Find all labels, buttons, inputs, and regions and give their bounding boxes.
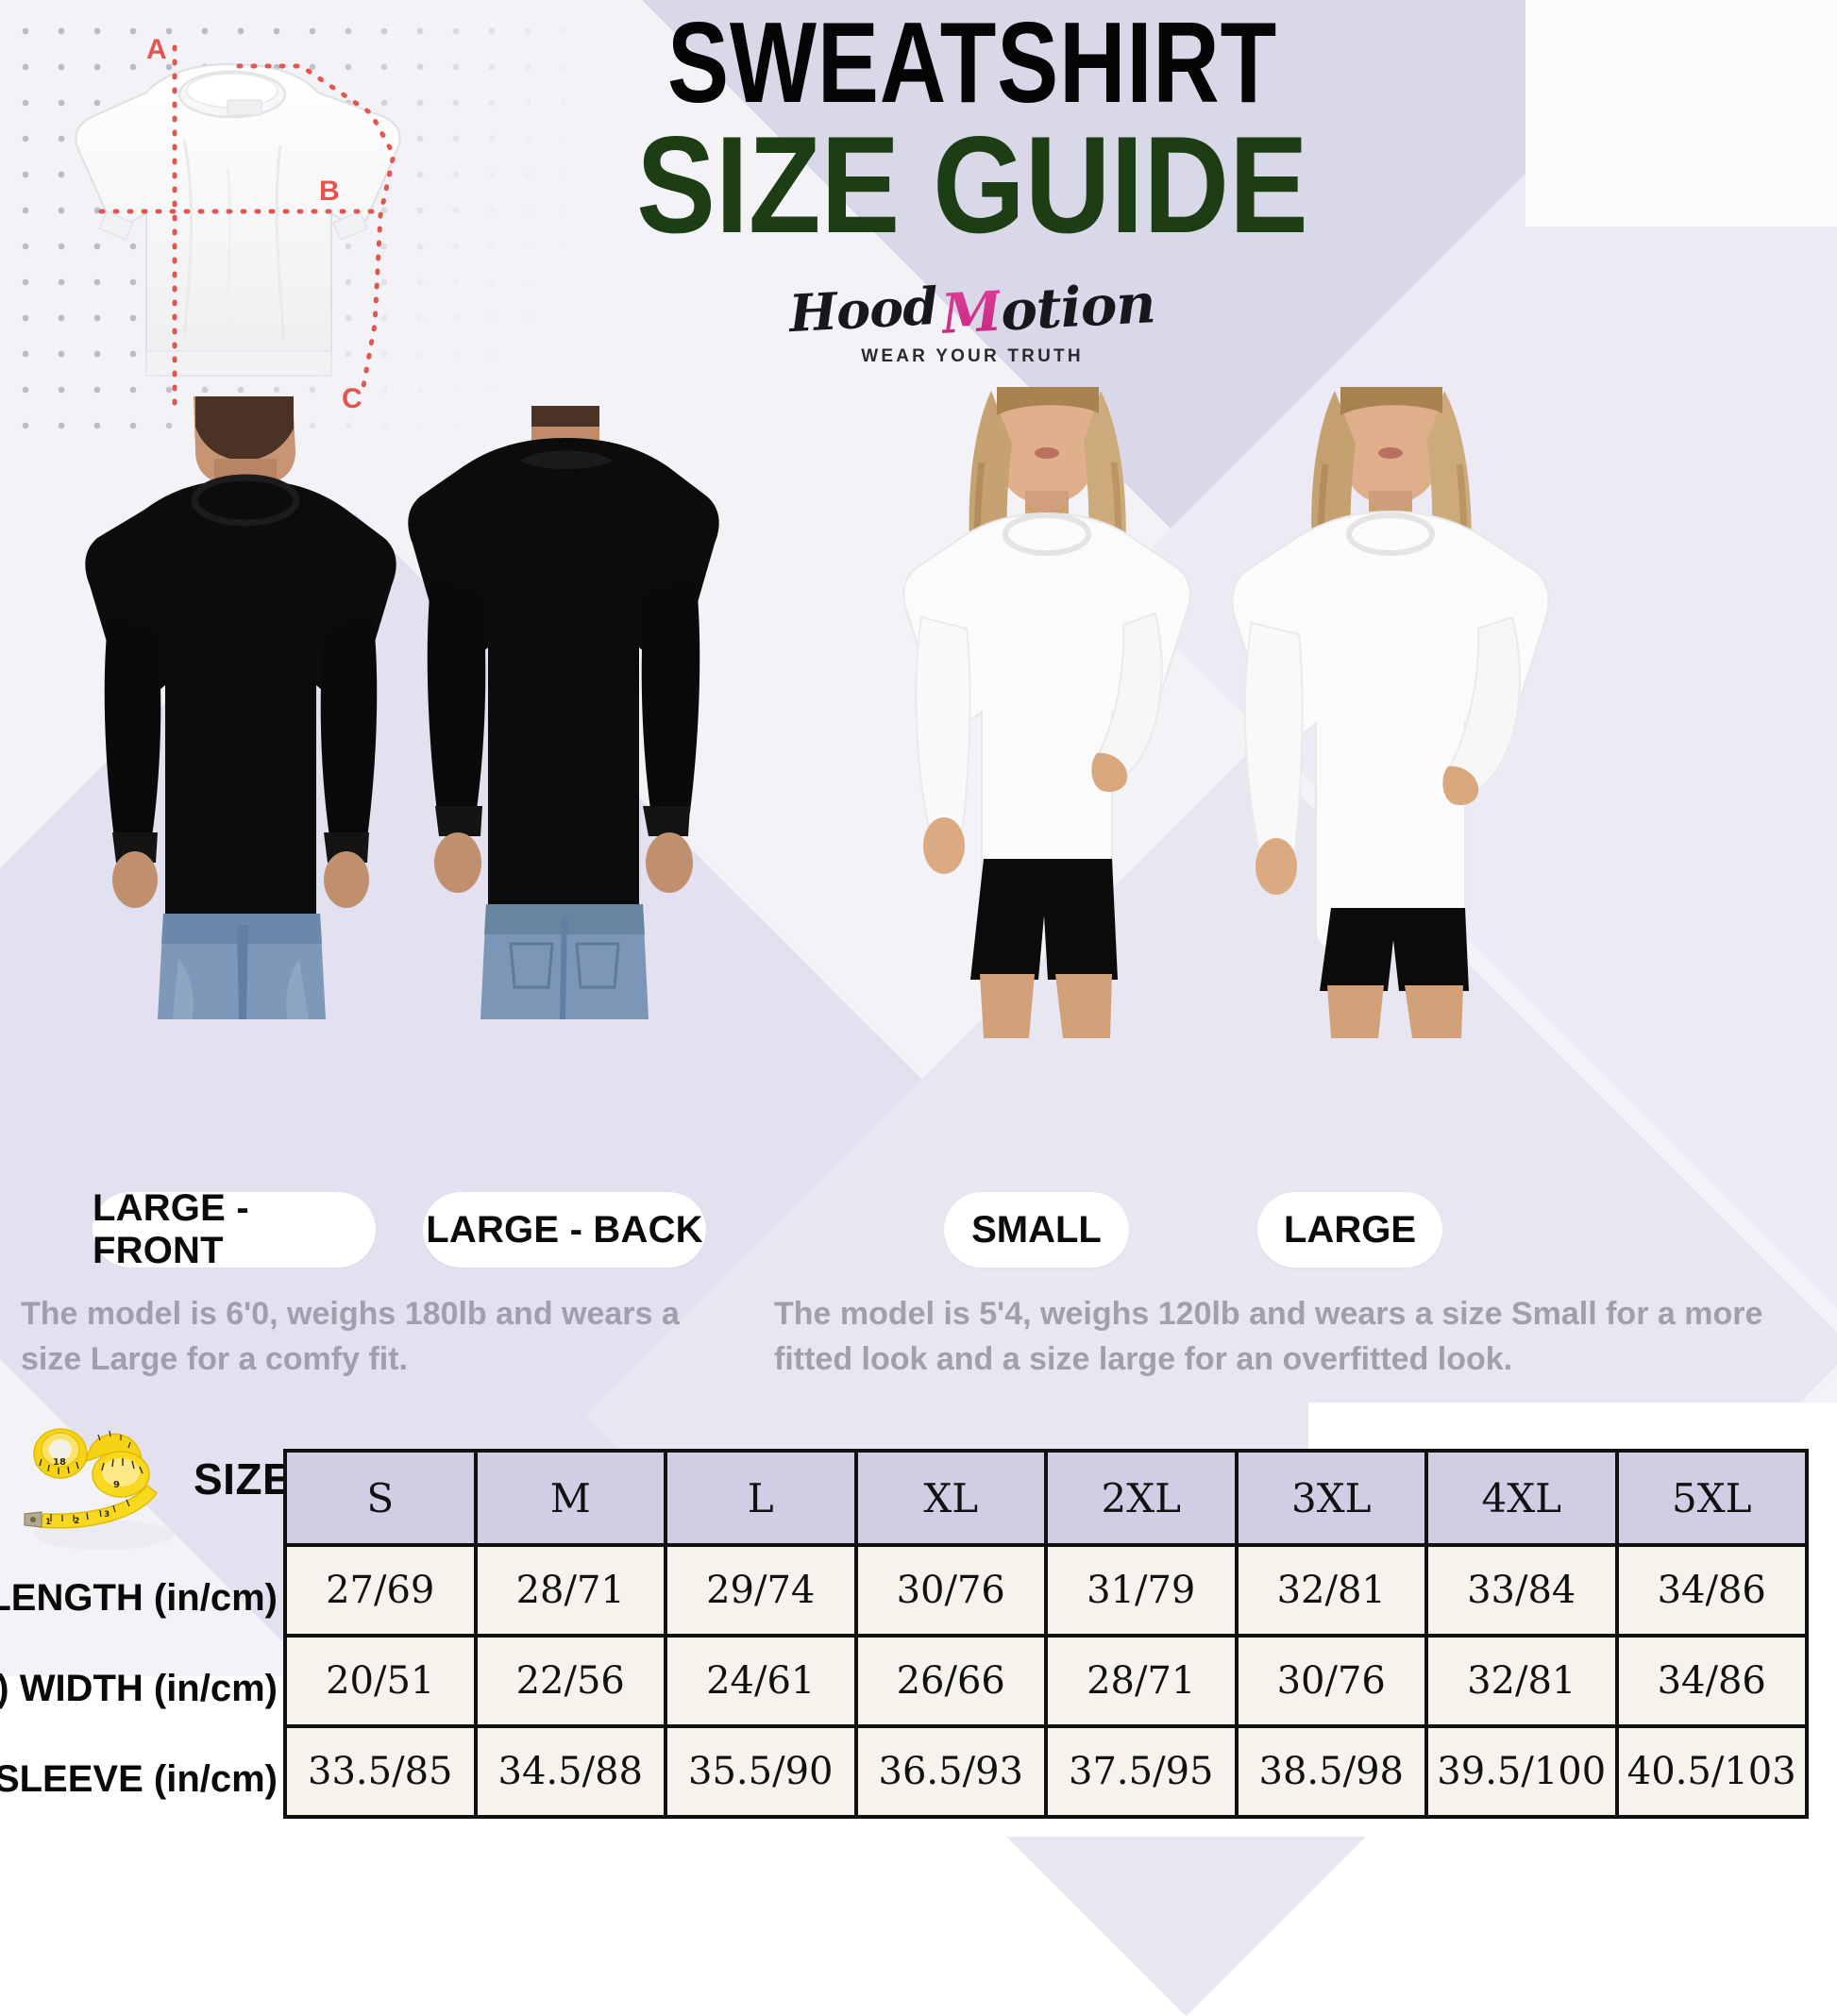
model-photo-large-women (1189, 387, 1586, 1038)
table-row: 20/51 22/56 24/61 26/66 28/71 30/76 32/8… (283, 1634, 1809, 1728)
measurement-label-a: A (146, 34, 167, 65)
brand-tagline: WEAR YOUR TRUTH (861, 345, 1084, 366)
cell-width-l: 24/61 (664, 1634, 858, 1728)
cell-width-4xl: 32/81 (1424, 1634, 1619, 1728)
table-row: 33.5/85 34.5/88 35.5/90 36.5/93 37.5/95 … (283, 1724, 1809, 1819)
column-header-xl: XL (853, 1449, 1048, 1547)
page-header: SWEATSHIRT SIZE GUIDE Hood Motion WEAR Y… (472, 0, 1473, 367)
svg-text:3: 3 (104, 1510, 110, 1520)
cell-width-s: 20/51 (283, 1634, 478, 1728)
cell-width-5xl: 34/86 (1614, 1634, 1809, 1728)
brand-accent-letter: M (939, 279, 1003, 347)
cell-width-3xl: 30/76 (1234, 1634, 1428, 1728)
cell-sleeve-3xl: 38.5/98 (1234, 1724, 1428, 1819)
svg-text:18: 18 (53, 1457, 66, 1468)
brand-name-line1: Hood (787, 276, 939, 344)
cell-length-s: 27/69 (283, 1543, 478, 1638)
model-photo-large-front (52, 396, 420, 1019)
cell-length-m: 28/71 (473, 1543, 667, 1638)
table-header-row: S M L XL 2XL 3XL 4XL 5XL (283, 1449, 1809, 1547)
cell-sleeve-4xl: 39.5/100 (1424, 1724, 1619, 1819)
column-header-5xl: 5XL (1614, 1449, 1809, 1547)
label-large-back: LARGE - BACK (423, 1192, 706, 1268)
model-photo-small (850, 387, 1237, 1038)
svg-text:9: 9 (113, 1480, 120, 1490)
cell-sleeve-2xl: 37.5/95 (1044, 1724, 1239, 1819)
column-header-m: M (473, 1449, 667, 1547)
model-photo-large-back (373, 406, 741, 1019)
column-header-s: S (283, 1449, 478, 1547)
cell-length-3xl: 32/81 (1234, 1543, 1428, 1638)
cell-sleeve-l: 35.5/90 (664, 1724, 858, 1819)
measuring-tape-icon: 18 9 1 2 (17, 1416, 196, 1562)
page-subtitle: SIZE GUIDE (636, 108, 1308, 262)
cell-length-l: 29/74 (664, 1543, 858, 1638)
column-header-2xl: 2XL (1044, 1449, 1239, 1547)
cell-sleeve-5xl: 40.5/103 (1614, 1724, 1809, 1819)
column-header-4xl: 4XL (1424, 1449, 1619, 1547)
technical-drawing: A B C (42, 26, 439, 423)
label-large: LARGE (1257, 1192, 1442, 1268)
brand-name-line2: Motion (940, 272, 1157, 347)
table-row-labels: (A) LENGTH (in/cm) (B) WIDTH (in/cm) (C)… (0, 1553, 281, 1824)
measurement-label-b: B (319, 176, 340, 207)
svg-text:1: 1 (45, 1518, 51, 1527)
model-photos (0, 387, 1837, 1057)
table-row: 27/69 28/71 29/74 30/76 31/79 32/81 33/8… (283, 1543, 1809, 1638)
cell-sleeve-s: 33.5/85 (283, 1724, 478, 1819)
brand-name-rest: otion (999, 271, 1157, 344)
brand-logo: Hood Motion WEAR YOUR TRUTH (472, 272, 1473, 366)
column-header-3xl: 3XL (1234, 1449, 1428, 1547)
cell-length-4xl: 33/84 (1424, 1543, 1619, 1638)
label-small: SMALL (944, 1192, 1129, 1268)
row-label-length: (A) LENGTH (in/cm) (0, 1576, 278, 1619)
page-title: SWEATSHIRT (667, 0, 1277, 126)
cell-length-2xl: 31/79 (1044, 1543, 1239, 1638)
cell-sleeve-xl: 36.5/93 (853, 1724, 1048, 1819)
model-description-left: The model is 6'0, weighs 180lb and wears… (21, 1296, 680, 1378)
label-large-front: LARGE - FRONT (93, 1187, 376, 1271)
size-chart-table: S M L XL 2XL 3XL 4XL 5XL 27/69 28/71 29/… (283, 1449, 1809, 1819)
cell-width-xl: 26/66 (853, 1634, 1048, 1728)
row-label-sleeve: (C) SLEEVE (in/cm) (0, 1757, 278, 1800)
column-header-l: L (664, 1449, 858, 1547)
cell-width-2xl: 28/71 (1044, 1634, 1239, 1728)
cell-length-xl: 30/76 (853, 1543, 1048, 1638)
row-label-width: (B) WIDTH (in/cm) (0, 1667, 278, 1709)
cell-length-5xl: 34/86 (1614, 1543, 1809, 1638)
sweatshirt-flatlay-icon (75, 44, 401, 418)
measurement-label-c: C (342, 383, 362, 414)
model-description-right: The model is 5'4, weighs 120lb and wears… (774, 1296, 1763, 1378)
table-size-label: SIZE (194, 1454, 293, 1504)
svg-text:2: 2 (74, 1517, 79, 1526)
cell-sleeve-m: 34.5/88 (473, 1724, 667, 1819)
background-white-top-right (1525, 0, 1837, 227)
cell-width-m: 22/56 (473, 1634, 667, 1728)
